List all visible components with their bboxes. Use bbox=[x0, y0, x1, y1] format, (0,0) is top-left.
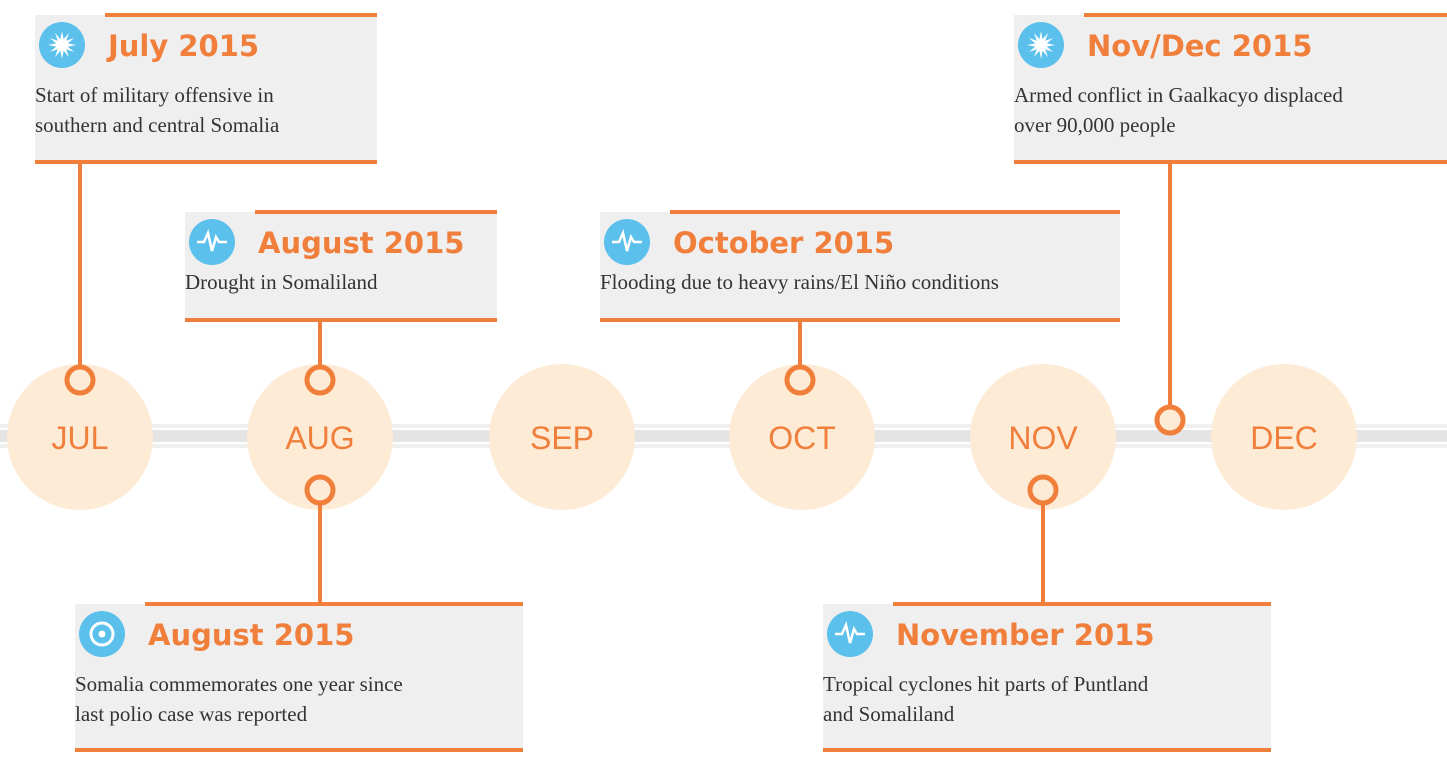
month-label: AUG bbox=[285, 420, 354, 456]
band-edge bbox=[0, 444, 1447, 448]
month-circle bbox=[247, 364, 393, 510]
event-icon bbox=[189, 219, 235, 265]
connector-ring bbox=[1154, 404, 1186, 436]
icon-pulse bbox=[197, 229, 227, 252]
event-box bbox=[600, 212, 1120, 320]
icon-burst bbox=[48, 31, 76, 59]
event-box bbox=[823, 604, 1271, 750]
connector-ring bbox=[304, 474, 336, 506]
icon-pulse bbox=[612, 229, 642, 252]
event-description: southern and central Somalia bbox=[35, 113, 280, 137]
event-title: Nov/Dec 2015 bbox=[1087, 29, 1312, 63]
event-description: Flooding due to heavy rains/El Niño cond… bbox=[600, 270, 999, 294]
month-label: JUL bbox=[52, 420, 109, 456]
month-circle bbox=[489, 364, 635, 510]
month-circle bbox=[729, 364, 875, 510]
event-box bbox=[75, 604, 523, 750]
month-circle bbox=[7, 364, 153, 510]
event-description: Armed conflict in Gaalkacyo displaced bbox=[1014, 83, 1343, 107]
connector-ring bbox=[304, 364, 336, 396]
event-description: Tropical cyclones hit parts of Puntland bbox=[823, 672, 1149, 696]
event-box bbox=[35, 15, 377, 162]
connector-ring bbox=[1027, 474, 1059, 506]
event-box bbox=[1014, 15, 1447, 162]
event-title: October 2015 bbox=[673, 226, 894, 260]
event-title: July 2015 bbox=[106, 29, 259, 63]
month-circle bbox=[1211, 364, 1357, 510]
event-icon bbox=[604, 219, 650, 265]
event-title: November 2015 bbox=[896, 618, 1155, 652]
event-icon bbox=[827, 611, 873, 657]
band-edge bbox=[0, 424, 1447, 428]
event-description: Somalia commemorates one year since bbox=[75, 672, 403, 696]
event-box bbox=[185, 212, 497, 320]
icon-bio bbox=[89, 621, 115, 647]
month-circle bbox=[970, 364, 1116, 510]
event-description: Start of military offensive in bbox=[35, 83, 274, 107]
event-title: August 2015 bbox=[148, 618, 354, 652]
icon-burst bbox=[1027, 31, 1055, 59]
connector-ring bbox=[784, 364, 816, 396]
month-label: OCT bbox=[768, 420, 836, 456]
event-title: August 2015 bbox=[258, 226, 464, 260]
event-description: over 90,000 people bbox=[1014, 113, 1176, 137]
icon-bio-core bbox=[98, 630, 106, 638]
event-description: last polio case was reported bbox=[75, 702, 308, 726]
event-description: and Somaliland bbox=[823, 702, 955, 726]
month-label: DEC bbox=[1250, 420, 1318, 456]
icon-pulse bbox=[835, 621, 865, 644]
month-label: SEP bbox=[530, 420, 594, 456]
event-description: Drought in Somaliland bbox=[185, 270, 378, 294]
month-label: NOV bbox=[1008, 420, 1078, 456]
connector-ring bbox=[64, 364, 96, 396]
